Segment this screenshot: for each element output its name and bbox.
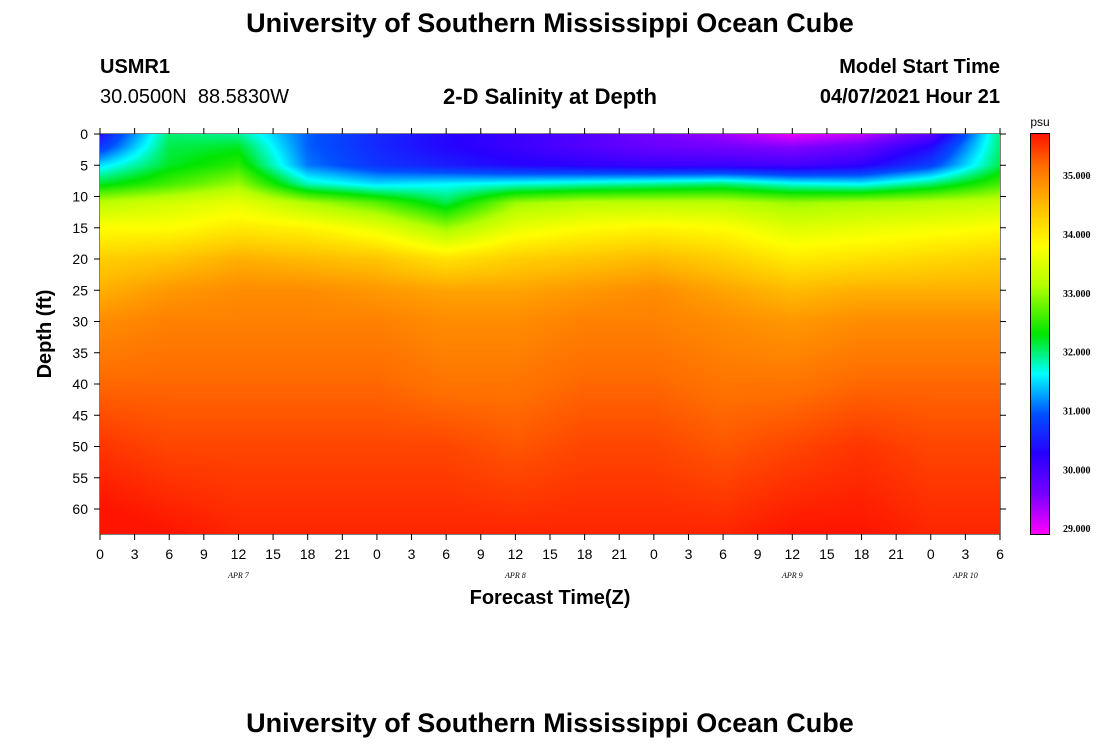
colorbar-unit-label: psu [1030,115,1049,129]
x-tick-label: 0 [373,546,381,562]
x-tick-label: 18 [300,546,316,562]
y-axis-label: Depth (ft) [34,290,56,379]
colorbar [1031,134,1049,534]
x-tick-label: 15 [542,546,558,562]
colorbar-tick-label: 33.000 [1063,289,1091,300]
x-tick-label: 3 [408,546,416,562]
station-coords: 30.0500N 88.5830W [100,86,290,108]
x-tick-label: 15 [819,546,835,562]
y-tick-label: 50 [72,439,88,455]
footer-title: University of Southern Mississippi Ocean… [246,708,854,738]
x-tick-label: 9 [477,546,485,562]
y-tick-label: 35 [72,345,88,361]
y-tick-label: 60 [72,501,88,517]
x-tick-label: 12 [785,546,801,562]
x-tick-label: 0 [96,546,104,562]
y-tick-label: 30 [72,314,88,330]
y-tick-label: 15 [72,220,88,236]
station-id: USMR1 [100,56,171,78]
y-tick-label: 5 [80,157,88,173]
x-tick-label: 21 [335,546,351,562]
x-tick-label: 9 [200,546,208,562]
y-tick-label: 25 [72,282,88,298]
x-tick-label: 6 [165,546,173,562]
colorbar-tick-label: 29.000 [1063,524,1091,535]
y-tick-label: 10 [72,189,88,205]
x-tick-label: 18 [577,546,593,562]
y-tick-label: 40 [72,376,88,392]
x-tick-label: 9 [754,546,762,562]
x-tick-label: 12 [231,546,247,562]
y-tick-label: 0 [80,126,88,142]
x-tick-label: 18 [854,546,870,562]
page-title: University of Southern Mississippi Ocean… [246,8,854,38]
x-tick-label: 12 [508,546,524,562]
colorbar-tick-label: 32.000 [1063,348,1091,359]
y-tick-label: 20 [72,251,88,267]
model-start-label: Model Start Time [839,56,1000,78]
salinity-heatmap [100,134,1000,534]
x-date-label: APR 10 [952,571,978,580]
x-tick-label: 0 [927,546,935,562]
x-tick-label: 6 [442,546,450,562]
colorbar-tick-label: 35.000 [1063,171,1091,182]
x-tick-label: 3 [961,546,969,562]
x-date-label: APR 8 [504,571,526,580]
plot-title: 2-D Salinity at Depth [443,84,657,109]
x-axis-label: Forecast Time(Z) [470,587,631,609]
x-tick-label: 0 [650,546,658,562]
x-tick-label: 3 [131,546,139,562]
colorbar-tick-label: 34.000 [1063,230,1091,241]
y-tick-label: 45 [72,407,88,423]
x-tick-label: 21 [611,546,627,562]
x-tick-label: 6 [719,546,727,562]
x-date-label: APR 7 [227,571,250,580]
x-tick-label: 3 [685,546,693,562]
x-tick-label: 6 [996,546,1004,562]
model-start-value: 04/07/2021 Hour 21 [819,86,1000,108]
colorbar-tick-label: 30.000 [1063,465,1091,476]
x-tick-label: 15 [265,546,281,562]
y-tick-label: 55 [72,470,88,486]
x-date-label: APR 9 [781,571,803,580]
colorbar-tick-label: 31.000 [1063,406,1091,417]
x-tick-label: 21 [888,546,904,562]
